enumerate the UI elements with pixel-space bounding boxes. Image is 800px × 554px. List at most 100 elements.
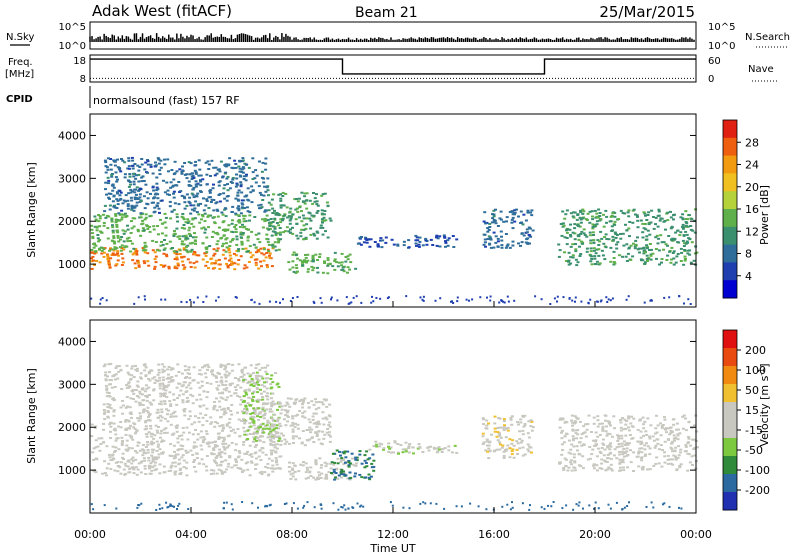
heatmap-cell	[286, 397, 290, 400]
heatmap-cell	[447, 237, 451, 240]
heatmap-cell	[233, 159, 237, 162]
heatmap-cell	[90, 228, 94, 231]
heatmap-cell	[598, 450, 602, 453]
heatmap-cell	[561, 418, 565, 421]
heatmap-cell	[136, 198, 140, 200]
heatmap-cell	[136, 230, 140, 233]
heatmap-cell	[103, 159, 107, 162]
heatmap-cell	[237, 248, 241, 251]
heatmap-cell	[281, 195, 285, 197]
heatmap-cell	[354, 472, 357, 475]
heatmap-cell	[324, 398, 328, 401]
heatmap-cell	[124, 428, 128, 431]
heatmap-cell	[238, 395, 242, 398]
heatmap-cell	[271, 207, 275, 210]
heatmap-cell	[111, 200, 115, 203]
heatmap-cell	[679, 451, 682, 454]
heatmap-cell	[204, 254, 208, 257]
heatmap-cell	[133, 163, 137, 165]
heatmap-cell	[180, 226, 184, 229]
heatmap-cell	[688, 461, 692, 464]
heatmap-cell	[240, 191, 244, 194]
heatmap-cell	[631, 255, 635, 258]
heatmap-cell	[618, 254, 622, 257]
heatmap-cell	[422, 501, 425, 504]
heatmap-cell	[259, 247, 263, 250]
heatmap-cell	[573, 466, 577, 469]
heatmap-cell	[671, 463, 675, 466]
heatmap-cell	[489, 246, 493, 249]
heatmap-cell	[596, 435, 600, 438]
heatmap-cell	[683, 255, 687, 258]
heatmap-cell	[680, 507, 683, 510]
heatmap-cell	[238, 160, 242, 163]
heatmap-cell	[573, 461, 577, 464]
heatmap-cell	[113, 248, 117, 250]
heatmap-cell	[92, 259, 96, 262]
heatmap-cell	[654, 236, 658, 239]
heatmap-cell	[90, 435, 94, 438]
heatmap-cell	[109, 468, 113, 471]
heatmap-cell	[415, 244, 418, 247]
heatmap-cell	[167, 170, 170, 173]
heatmap-cell	[139, 376, 142, 379]
heatmap-cell	[265, 186, 269, 189]
heatmap-cell	[569, 452, 573, 455]
heatmap-cell	[175, 216, 179, 219]
heatmap-cell	[591, 226, 595, 228]
heatmap-cell	[571, 421, 575, 424]
heatmap-cell	[279, 443, 283, 446]
heatmap-cell	[305, 217, 309, 220]
heatmap-cell	[225, 242, 228, 245]
heatmap-cell	[455, 238, 459, 241]
heatmap-cell	[649, 424, 653, 427]
heatmap-cell	[483, 211, 487, 214]
heatmap-cell	[266, 185, 270, 188]
heatmap-cell	[159, 436, 162, 439]
heatmap-cell	[255, 400, 259, 403]
heatmap-cell	[549, 303, 552, 305]
heatmap-cell	[265, 395, 268, 398]
heatmap-cell	[209, 422, 213, 425]
heatmap-cell	[113, 160, 116, 163]
heatmap-cell	[435, 502, 438, 505]
heatmap-cell	[371, 453, 375, 456]
heatmap-cell	[677, 445, 681, 448]
heatmap-cell	[186, 258, 190, 261]
heatmap-cell	[659, 217, 663, 220]
heatmap-cell	[489, 295, 492, 298]
heatmap-cell	[347, 465, 351, 468]
nsky-label: N.Sky	[6, 32, 34, 43]
heatmap-cell	[487, 422, 490, 425]
heatmap-cell	[627, 417, 631, 420]
heatmap-cell	[646, 260, 649, 262]
heatmap-cell	[178, 253, 182, 255]
heatmap-cell	[440, 451, 444, 453]
colorbar-tick-label: -15	[745, 424, 763, 437]
heatmap-cell	[178, 249, 182, 252]
heatmap-cell	[686, 241, 690, 244]
heatmap-cell	[304, 238, 308, 240]
heatmap-cell	[252, 409, 256, 412]
power-heatmap	[90, 156, 699, 305]
heatmap-cell	[107, 196, 111, 199]
heatmap-cell	[183, 408, 187, 410]
heatmap-cell	[273, 413, 277, 416]
heatmap-cell	[215, 172, 219, 175]
heatmap-cell	[508, 456, 512, 459]
heatmap-cell	[102, 409, 106, 411]
heatmap-cell	[236, 194, 240, 197]
heatmap-cell	[607, 421, 611, 424]
heatmap-cell	[260, 170, 264, 173]
heatmap-cell	[642, 227, 646, 230]
heatmap-cell	[173, 233, 177, 236]
heatmap-cell	[595, 455, 599, 458]
heatmap-cell	[159, 395, 163, 398]
heatmap-cell	[596, 300, 599, 303]
heatmap-cell	[184, 248, 188, 251]
heatmap-cell	[253, 445, 257, 448]
heatmap-cell	[676, 434, 680, 437]
heatmap-cell	[348, 478, 352, 481]
heatmap-cell	[340, 264, 343, 267]
